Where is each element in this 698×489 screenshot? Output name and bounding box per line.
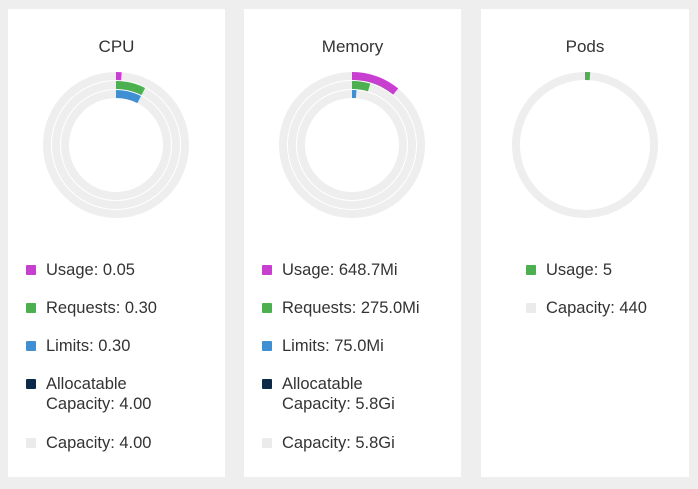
memory-allocatable-label: Allocatable Capacity: 5.8Gi [282,375,395,413]
capacity-swatch-icon [526,303,536,313]
cpu-requests-label: Requests: 0.30 [46,299,157,317]
memory-capacity-label: Capacity: 5.8Gi [282,434,395,452]
cpu-legend-usage: Usage: 0.05 [26,260,186,280]
memory-requests-label: Requests: 275.0Mi [282,299,420,317]
allocatable-swatch-icon [26,379,36,389]
cpu-limits-label: Limits: 0.30 [46,337,131,355]
cpu-limits-arc [115,90,141,104]
memory-legend-requests: Requests: 275.0Mi [262,298,422,318]
pods-donut-chart [512,72,658,218]
cpu-legend-allocatable: Allocatable Capacity: 4.00 [26,374,186,414]
memory-limits-label: Limits: 75.0Mi [282,337,384,355]
limits-swatch-icon [262,341,272,351]
pods-card: Pods Usage: 5 Capacity: 440 [481,9,689,477]
requests-swatch-icon [262,303,272,313]
capacity-swatch-icon [26,438,36,448]
memory-legend-limits: Limits: 75.0Mi [262,336,422,356]
cpu-card: CPU Usage: 0.05 Requests: 0.30 Limits: 0… [8,9,225,477]
memory-track-middle [288,81,416,209]
pods-usage-label: Usage: 5 [546,261,613,279]
memory-donut-chart [279,72,425,218]
usage-swatch-icon [26,265,36,275]
cpu-title: CPU [98,37,135,56]
usage-swatch-icon [262,265,272,275]
requests-swatch-icon [26,303,36,313]
pods-legend-capacity: Capacity: 440 [526,298,686,318]
memory-title: Memory [321,37,384,56]
cpu-legend-capacity: Capacity: 4.00 [26,433,186,453]
cpu-requests-arc [115,81,146,96]
pods-legend-usage: Usage: 5 [526,260,686,280]
cpu-track-inner [61,90,171,200]
cpu-allocatable-label: Allocatable Capacity: 4.00 [46,375,152,413]
pods-capacity-label: Capacity: 440 [546,299,647,317]
cpu-donut-chart [43,72,189,218]
usage-swatch-icon [526,265,536,275]
cpu-usage-label: Usage: 0.05 [46,261,135,279]
cpu-track-middle [52,81,180,209]
limits-swatch-icon [26,341,36,351]
memory-legend-usage: Usage: 648.7Mi [262,260,422,280]
capacity-swatch-icon [262,438,272,448]
memory-legend-capacity: Capacity: 5.8Gi [262,433,422,453]
memory-usage-label: Usage: 648.7Mi [282,261,398,279]
memory-requests-arc [351,81,371,92]
memory-legend-allocatable: Allocatable Capacity: 5.8Gi [262,374,422,414]
cpu-legend-requests: Requests: 0.30 [26,298,186,318]
memory-card: Memory Usage: 648.7Mi Requests: 275.0Mi … [244,9,461,477]
allocatable-swatch-icon [262,379,272,389]
pods-track [512,72,658,218]
memory-usage-arc [351,72,399,95]
memory-track-inner [297,90,407,200]
pods-title: Pods [565,37,605,56]
cpu-legend-limits: Limits: 0.30 [26,336,186,356]
cpu-capacity-label: Capacity: 4.00 [46,434,152,452]
